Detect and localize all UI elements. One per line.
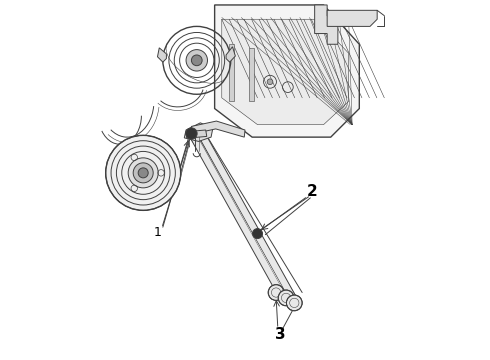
Polygon shape — [315, 5, 338, 44]
Polygon shape — [222, 19, 348, 125]
Circle shape — [267, 79, 273, 85]
Polygon shape — [188, 128, 286, 300]
Text: 3: 3 — [275, 327, 286, 342]
Polygon shape — [194, 129, 291, 303]
Polygon shape — [184, 123, 213, 141]
Circle shape — [128, 158, 158, 188]
Circle shape — [186, 50, 207, 71]
Circle shape — [186, 128, 197, 139]
Polygon shape — [186, 130, 207, 138]
Polygon shape — [198, 131, 297, 303]
Polygon shape — [229, 44, 234, 102]
Polygon shape — [157, 48, 167, 62]
Polygon shape — [226, 47, 235, 62]
Circle shape — [133, 163, 153, 183]
Circle shape — [192, 55, 202, 66]
Text: 1: 1 — [153, 226, 161, 239]
Circle shape — [106, 135, 181, 210]
Polygon shape — [191, 121, 245, 137]
Polygon shape — [248, 48, 254, 102]
Circle shape — [278, 290, 294, 306]
Circle shape — [138, 168, 148, 178]
Polygon shape — [215, 5, 359, 137]
Polygon shape — [327, 10, 377, 26]
Circle shape — [287, 295, 302, 311]
Text: 2: 2 — [307, 184, 318, 199]
Circle shape — [268, 285, 284, 300]
Circle shape — [252, 229, 263, 239]
